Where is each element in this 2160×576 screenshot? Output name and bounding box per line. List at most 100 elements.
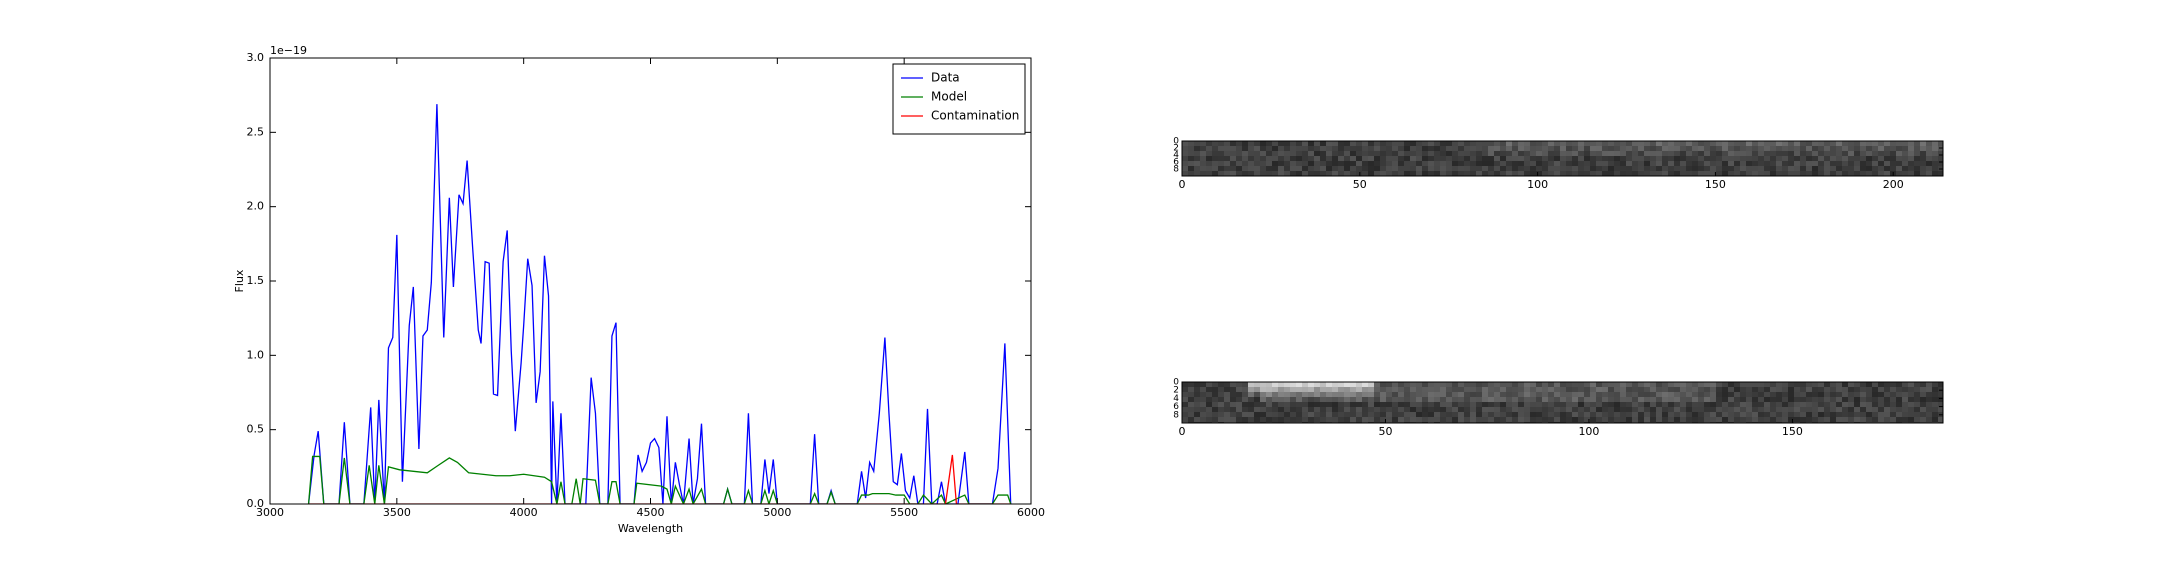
image-pixel [1752,397,1758,402]
image-pixel [1410,166,1416,171]
image-pixel [1206,171,1212,176]
image-pixel [1206,387,1212,392]
image-pixel [1890,412,1896,417]
image-pixel [1776,156,1782,161]
image-pixel [1236,151,1242,156]
image-pixel [1428,382,1434,387]
image-pixel [1926,412,1932,417]
image-pixel [1782,382,1788,387]
image-pixel [1506,387,1512,392]
image-pixel [1656,146,1662,151]
image-pixel [1818,146,1824,151]
image-pixel [1716,382,1722,387]
image-pixel [1392,161,1398,166]
image-pixel [1740,387,1746,392]
image-pixel [1404,417,1410,422]
image-pixel [1596,387,1602,392]
data-line [308,454,1011,504]
image-pixel [1764,412,1770,417]
x-tick-label: 4000 [510,506,538,519]
image-pixel [1380,397,1386,402]
image-pixel [1848,151,1854,156]
image-pixel [1524,171,1530,176]
image-pixel [1716,151,1722,156]
image-pixel [1404,146,1410,151]
image-pixel [1554,146,1560,151]
image-pixel [1632,407,1638,412]
image-pixel [1764,392,1770,397]
image-pixel [1512,156,1518,161]
image-pixel [1560,166,1566,171]
image-pixel [1392,407,1398,412]
image-pixel [1188,156,1194,161]
image-pixel [1878,417,1884,422]
image-pixel [1668,402,1674,407]
image-pixel [1596,166,1602,171]
image-pixel [1884,161,1890,166]
image-pixel [1842,156,1848,161]
image-pixel [1488,146,1494,151]
image-pixel [1866,392,1872,397]
image-pixel [1872,161,1878,166]
image-pixel [1476,382,1482,387]
image-pixel [1674,397,1680,402]
image-pixel [1224,156,1230,161]
image-pixel [1566,392,1572,397]
image-pixel [1416,397,1422,402]
image-pixel [1848,161,1854,166]
image-pixel [1710,382,1716,387]
image-pixel [1530,407,1536,412]
image-pixel [1302,417,1308,422]
image-pixel [1188,161,1194,166]
x-tick-label: 3000 [256,506,284,519]
image-pixel [1374,387,1380,392]
image-pixel [1686,146,1692,151]
image-pixel [1458,412,1464,417]
image-pixel [1350,141,1356,146]
image-pixel [1896,141,1902,146]
image-pixel [1356,397,1362,402]
image-pixel [1554,392,1560,397]
image-pixel [1362,402,1368,407]
image-pixel [1314,407,1320,412]
image-pixel [1584,397,1590,402]
image-pixel [1230,397,1236,402]
image-pixel [1470,407,1476,412]
image-pixel [1332,392,1338,397]
image-pixel [1674,382,1680,387]
image-pixel [1398,412,1404,417]
image-pixel [1590,141,1596,146]
image-pixel [1758,146,1764,151]
image-pixel [1398,402,1404,407]
image-pixel [1326,392,1332,397]
image-pixel [1698,407,1704,412]
image-pixel [1254,382,1260,387]
image-pixel [1692,417,1698,422]
image-pixel [1878,382,1884,387]
image-pixel [1242,171,1248,176]
image-pixel [1368,397,1374,402]
image-pixel [1236,387,1242,392]
image-pixel [1254,161,1260,166]
image-pixel [1884,417,1890,422]
image-pixel [1698,402,1704,407]
image-pixel [1596,382,1602,387]
image-pixel [1806,146,1812,151]
image-pixel [1704,161,1710,166]
image-pixel [1830,397,1836,402]
image-pixel [1926,161,1932,166]
image-pixel [1284,417,1290,422]
image-pixel [1776,161,1782,166]
image-pixel [1446,407,1452,412]
image-pixel [1572,146,1578,151]
image-pixel [1884,387,1890,392]
image-pixel [1206,417,1212,422]
image-pixel [1194,382,1200,387]
image-pixel [1278,171,1284,176]
image-pixel [1290,382,1296,387]
image-pixel [1422,141,1428,146]
image-pixel [1446,146,1452,151]
image-pixel [1350,171,1356,176]
image-pixel [1812,387,1818,392]
image-pixel [1734,387,1740,392]
